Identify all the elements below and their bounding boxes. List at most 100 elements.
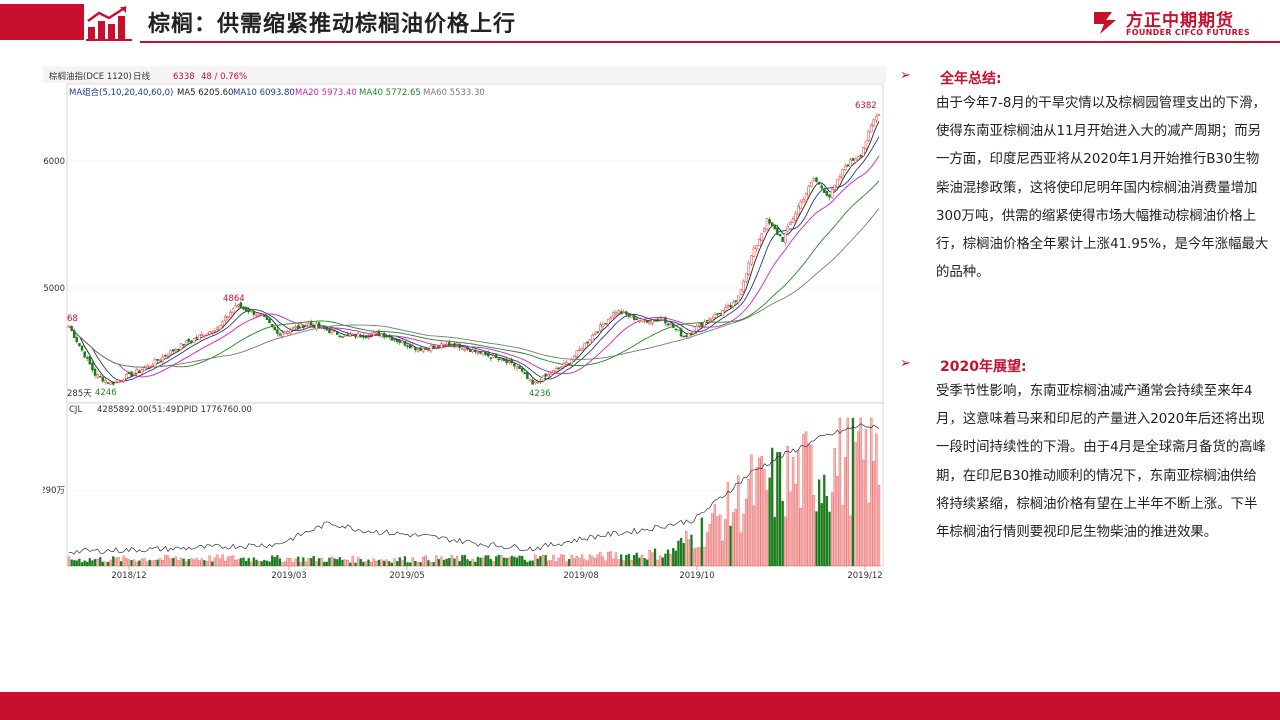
- candle-body: [367, 336, 370, 339]
- candle-body: [711, 318, 714, 322]
- volume-bar: [612, 558, 615, 567]
- candle-body: [72, 330, 76, 338]
- volume-bar: [726, 482, 730, 567]
- candle-body: [408, 345, 412, 349]
- candle-body: [85, 357, 89, 359]
- candle-body: [450, 344, 454, 347]
- candle-body: [341, 336, 344, 338]
- volume-bar: [132, 559, 136, 567]
- volume-bar: [182, 558, 185, 567]
- volume-bar: [276, 555, 279, 567]
- volume-bar: [544, 555, 547, 567]
- info-change: 48 / 0.76%: [201, 72, 247, 82]
- candle-body: [661, 319, 665, 321]
- candle-body: [601, 324, 605, 327]
- candle-body: [315, 323, 318, 330]
- volume-bar: [156, 559, 159, 567]
- candle-body: [385, 335, 388, 338]
- candle-body: [320, 325, 323, 328]
- volume-bar: [354, 562, 357, 567]
- candle-body: [210, 331, 214, 334]
- volume-bar: [297, 556, 300, 567]
- candle-body: [364, 336, 368, 338]
- candle-body: [731, 302, 735, 307]
- ma10-line: [68, 136, 880, 382]
- candle-body: [458, 343, 461, 349]
- price-tick-6000: 6000: [43, 157, 65, 167]
- annotation-4864: 4864: [223, 294, 245, 304]
- candle-body: [846, 164, 849, 167]
- volume-bar: [567, 559, 571, 567]
- candle-body: [497, 358, 500, 361]
- volume-bar: [70, 559, 73, 567]
- candle-body: [671, 323, 675, 328]
- volume-bar: [502, 557, 506, 567]
- volume-bar: [271, 555, 274, 567]
- volume-bar: [534, 554, 537, 567]
- candle-body: [192, 338, 196, 344]
- candle-body: [221, 321, 224, 326]
- info-period[interactable]: 日线: [133, 71, 151, 82]
- volume-bar: [307, 558, 310, 567]
- annotation-high: 6382: [855, 101, 877, 111]
- volume-bar: [91, 560, 94, 567]
- candle-body: [200, 333, 204, 336]
- volume-bar: [635, 552, 638, 567]
- volume-bar: [521, 555, 524, 567]
- volume-bar: [620, 554, 623, 567]
- volume-bar: [596, 554, 599, 567]
- candle-body: [403, 340, 407, 346]
- volume-bar: [771, 447, 774, 567]
- candle-body: [171, 349, 175, 352]
- candle-body: [658, 318, 662, 320]
- x-tick-2019-03: 2019/03: [271, 571, 306, 581]
- volume-bar: [432, 562, 435, 567]
- volume-bar: [375, 561, 378, 567]
- volume-bar: [739, 532, 743, 567]
- candle-body: [356, 333, 360, 338]
- volume-bar: [73, 560, 76, 567]
- volume-bar: [377, 559, 381, 567]
- candle-body: [309, 322, 313, 326]
- candle-body: [560, 366, 563, 369]
- volume-bar: [286, 558, 289, 567]
- candle-body: [218, 324, 222, 330]
- volume-bar: [226, 556, 230, 567]
- volume-bar: [633, 554, 636, 567]
- volume-bar: [489, 558, 493, 567]
- volume-bar: [119, 561, 123, 567]
- volume-bar: [656, 559, 659, 567]
- annotation-left-68: 68: [67, 314, 78, 324]
- volume-bar: [114, 557, 118, 567]
- candle-body: [507, 361, 511, 363]
- volume-bar: [255, 559, 258, 567]
- outlook-text: 受季节性影响，东南亚棕榈油减产通常会持续至来年4月，这意味着马来和印尼的产量进入…: [936, 384, 1266, 541]
- candle-body: [476, 352, 480, 354]
- candle-body: [205, 333, 209, 336]
- volume-bar: [781, 500, 784, 567]
- volume-bar: [336, 559, 339, 567]
- candle-body: [114, 380, 118, 383]
- volume-bar: [429, 562, 433, 567]
- palm-oil-chart: 棕榈油指(DCE 1120) 日线 6338 48 / 0.76% MA组合(5…: [40, 66, 886, 582]
- volume-bar: [672, 548, 675, 567]
- candle-body: [182, 344, 185, 346]
- candle-body: [573, 355, 576, 360]
- candle-body: [786, 226, 790, 232]
- candle-body: [224, 316, 227, 322]
- volume-bar: [575, 555, 579, 567]
- candle-body: [252, 311, 256, 315]
- volume-bar: [208, 555, 211, 567]
- candle-body: [718, 312, 722, 315]
- ma60-line: [68, 208, 880, 368]
- volume-bar: [403, 556, 407, 567]
- candle-body: [434, 344, 438, 348]
- candle-body: [757, 238, 761, 247]
- volume-bar: [239, 558, 243, 567]
- candle-body: [359, 334, 362, 338]
- candle-body: [515, 366, 519, 369]
- volume-bar: [385, 559, 388, 567]
- volume-bar: [471, 559, 474, 567]
- candle-body: [88, 356, 92, 365]
- volume-bar: [448, 558, 451, 567]
